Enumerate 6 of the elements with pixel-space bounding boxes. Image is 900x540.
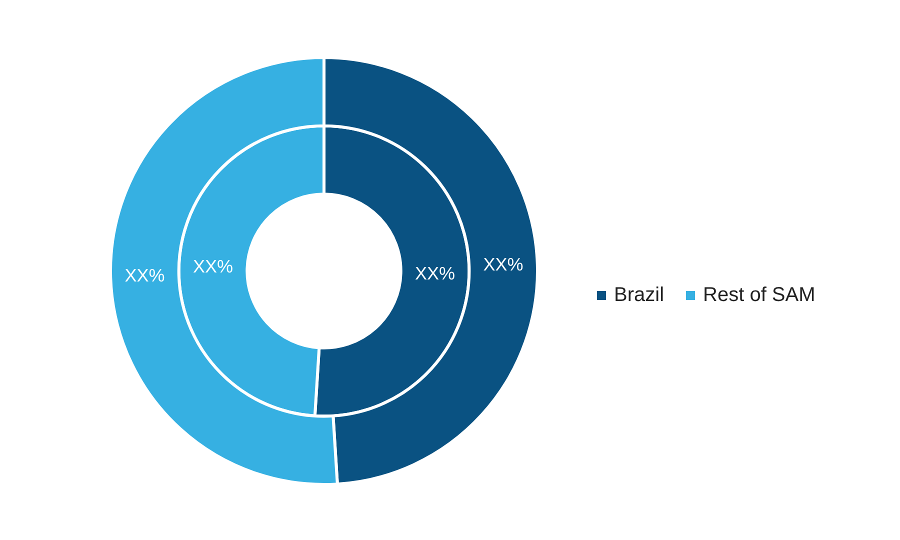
legend-label: Brazil bbox=[614, 284, 664, 307]
legend-label: Rest of SAM bbox=[703, 284, 816, 307]
data-label: XX% bbox=[414, 263, 455, 284]
data-label: XX% bbox=[124, 266, 165, 286]
data-label: XX% bbox=[483, 254, 524, 274]
data-label: XX% bbox=[193, 256, 234, 276]
